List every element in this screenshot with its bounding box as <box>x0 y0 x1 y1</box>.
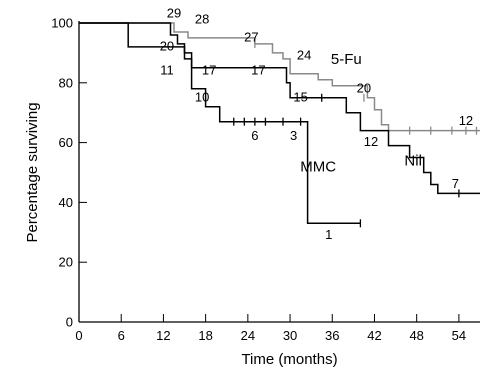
x-tick-label: 36 <box>325 328 339 343</box>
x-tick-label: 30 <box>283 328 297 343</box>
at-risk-label: 15 <box>293 89 307 104</box>
at-risk-label: 12 <box>459 113 473 128</box>
y-tick-label: 80 <box>59 75 73 90</box>
at-risk-label: 24 <box>297 47 311 62</box>
series-line-5-fu <box>79 22 480 132</box>
y-tick-label: 100 <box>51 16 73 31</box>
series-mmc <box>79 22 362 228</box>
at-risk-label: 7 <box>452 176 459 191</box>
series-layer <box>79 22 480 228</box>
annotations-layer: 29 28 27 24 20 11 17 17 10 15 20 12 12 6 3 7 1 5-Fu Nil MMC <box>160 6 473 242</box>
series-label-mmc: MMC <box>300 159 336 176</box>
x-axis-label: Time (months) <box>241 351 337 368</box>
at-risk-label: 20 <box>357 80 371 95</box>
at-risk-label: 27 <box>244 29 258 44</box>
y-tick-label: 20 <box>59 255 73 270</box>
x-tick-label: 24 <box>241 328 255 343</box>
series-label-5-fu: 5-Fu <box>331 51 362 68</box>
x-tick-label: 42 <box>367 328 381 343</box>
x-tick-label: 18 <box>198 328 212 343</box>
series-line-nil <box>79 22 480 195</box>
at-risk-label: 11 <box>160 62 174 77</box>
at-risk-label: 17 <box>202 62 216 77</box>
at-risk-label: 10 <box>195 89 209 104</box>
at-risk-label: 3 <box>290 128 297 143</box>
series-5-fu <box>79 22 480 135</box>
at-risk-label: 1 <box>325 227 332 242</box>
at-risk-label: 20 <box>160 38 174 53</box>
y-tick-label: 60 <box>59 135 73 150</box>
y-tick-label: 40 <box>59 195 73 210</box>
series-nil <box>79 22 480 198</box>
x-tick-label: 0 <box>75 328 82 343</box>
at-risk-label: 12 <box>364 134 378 149</box>
x-tick-label: 12 <box>156 328 170 343</box>
series-label-nil: Nil <box>404 153 422 170</box>
y-tick-label: 0 <box>66 315 73 330</box>
x-tick-label: 54 <box>452 328 466 343</box>
series-line-mmc <box>79 22 361 225</box>
at-risk-label: 17 <box>251 62 265 77</box>
y-axis-label: Percentage surviving <box>24 102 41 242</box>
at-risk-label: 29 <box>167 6 181 21</box>
x-tick-label: 48 <box>409 328 423 343</box>
at-risk-label: 28 <box>195 12 209 27</box>
x-tick-label: 6 <box>118 328 125 343</box>
at-risk-label: 6 <box>251 128 258 143</box>
